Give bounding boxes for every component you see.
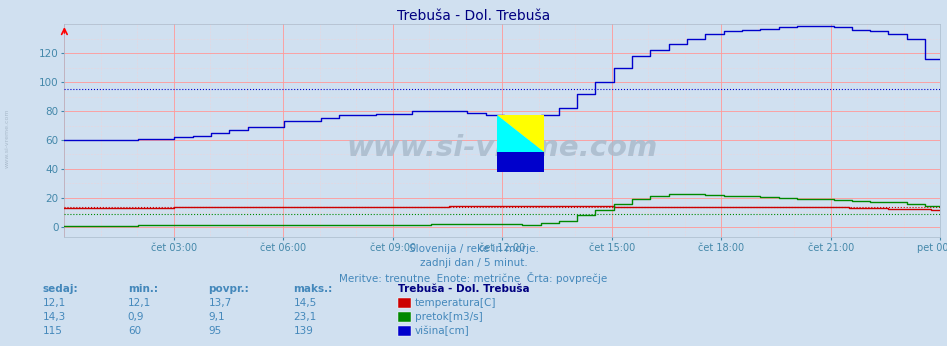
Text: 9,1: 9,1 xyxy=(208,312,225,322)
Text: www.si-vreme.com: www.si-vreme.com xyxy=(347,134,658,162)
Text: zadnji dan / 5 minut.: zadnji dan / 5 minut. xyxy=(420,258,527,268)
Text: 13,7: 13,7 xyxy=(208,298,232,308)
Text: maks.:: maks.: xyxy=(294,284,332,294)
Text: 115: 115 xyxy=(43,326,63,336)
Text: min.:: min.: xyxy=(128,284,158,294)
Text: Slovenija / reke in morje.: Slovenija / reke in morje. xyxy=(408,244,539,254)
Polygon shape xyxy=(497,116,545,152)
Text: 139: 139 xyxy=(294,326,313,336)
Text: 0,9: 0,9 xyxy=(128,312,144,322)
Text: pretok[m3/s]: pretok[m3/s] xyxy=(415,312,483,322)
Text: povpr.:: povpr.: xyxy=(208,284,249,294)
Text: Meritve: trenutne  Enote: metrične  Črta: povprečje: Meritve: trenutne Enote: metrične Črta: … xyxy=(339,272,608,284)
Text: višina[cm]: višina[cm] xyxy=(415,326,470,336)
Text: 12,1: 12,1 xyxy=(43,298,66,308)
Text: 14,3: 14,3 xyxy=(43,312,66,322)
Text: 23,1: 23,1 xyxy=(294,312,317,322)
Text: Trebuša - Dol. Trebuša: Trebuša - Dol. Trebuša xyxy=(398,284,529,294)
Text: 60: 60 xyxy=(128,326,141,336)
Text: sedaj:: sedaj: xyxy=(43,284,79,294)
Text: 95: 95 xyxy=(208,326,222,336)
Text: www.si-vreme.com: www.si-vreme.com xyxy=(5,109,9,168)
Text: temperatura[C]: temperatura[C] xyxy=(415,298,496,308)
Bar xyxy=(497,152,545,172)
Text: 12,1: 12,1 xyxy=(128,298,152,308)
Text: Trebuša - Dol. Trebuša: Trebuša - Dol. Trebuša xyxy=(397,9,550,22)
Polygon shape xyxy=(497,116,545,152)
Text: 14,5: 14,5 xyxy=(294,298,317,308)
